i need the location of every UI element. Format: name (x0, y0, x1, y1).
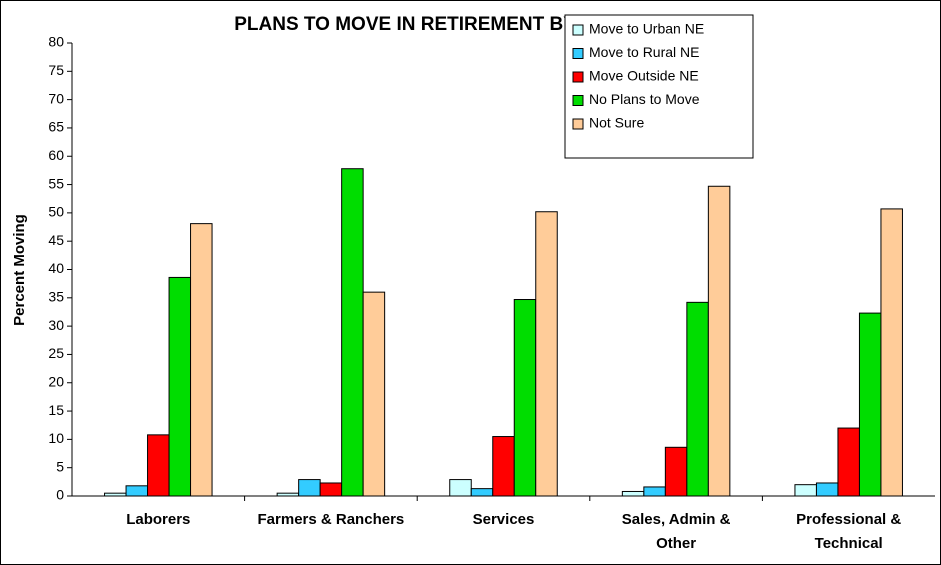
legend-swatch (572, 71, 584, 83)
bar (319, 482, 343, 497)
x-tick-label: Farmers & Ranchers (257, 511, 405, 528)
legend-label: Move to Rural NE (589, 44, 699, 60)
y-tick-label: 60 (48, 147, 64, 163)
bar (492, 436, 515, 497)
bar (513, 299, 537, 497)
y-tick-label: 0 (56, 487, 64, 503)
bar (664, 446, 688, 497)
y-tick-label: 10 (48, 430, 64, 446)
x-tick-label: Services (472, 511, 535, 528)
y-tick-label: 50 (48, 204, 64, 220)
bar (794, 484, 817, 497)
bar (147, 434, 170, 497)
bar (168, 276, 192, 497)
y-tick-label: 35 (48, 289, 64, 305)
bar (621, 490, 645, 497)
legend-swatch (572, 95, 584, 106)
y-tick-label: 80 (48, 34, 64, 50)
bar (470, 488, 494, 497)
bar (535, 211, 558, 497)
bar (362, 291, 386, 497)
y-tick-label: 65 (48, 119, 64, 135)
legend-label: No Plans to Move (589, 91, 700, 107)
bar (837, 427, 860, 497)
bar (707, 185, 731, 497)
y-tick-label: 55 (48, 175, 64, 191)
legend-label: Not Sure (589, 115, 644, 131)
y-tick-label: 30 (48, 317, 64, 333)
legend-label: Move Outside NE (589, 68, 699, 84)
legend-swatch (572, 118, 584, 130)
y-tick-label: 70 (48, 90, 64, 106)
y-tick-label: 45 (48, 232, 64, 248)
y-tick-label: 20 (48, 373, 64, 389)
bar (449, 479, 472, 497)
x-tick-label: Sales, Admin & Other (621, 511, 731, 552)
legend-label: Move to Urban NE (589, 21, 704, 37)
bar (815, 482, 839, 497)
bar (190, 223, 213, 497)
y-tick-label: 75 (48, 62, 64, 78)
bar (298, 479, 321, 497)
x-tick-label: Laborers (126, 511, 191, 528)
bar (643, 486, 666, 497)
legend-swatch (572, 24, 584, 36)
legend-box (564, 14, 754, 159)
y-tick-label: 25 (48, 345, 64, 361)
bar (880, 208, 903, 497)
legend-swatch (572, 48, 584, 59)
y-axis-label: Percent Moving (11, 214, 28, 326)
y-tick-label: 40 (48, 260, 64, 276)
y-tick-label: 5 (56, 458, 64, 474)
bar (858, 312, 882, 497)
y-tick-label: 15 (48, 402, 64, 418)
bar (686, 301, 709, 497)
bar (125, 485, 149, 497)
x-tick-label: Professional & Technical (796, 511, 902, 552)
bar (341, 168, 364, 497)
